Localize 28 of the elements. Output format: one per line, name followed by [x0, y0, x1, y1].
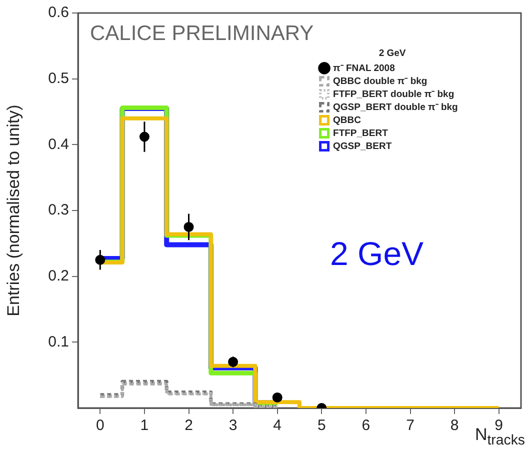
x-tick-label: 2 — [184, 417, 193, 434]
x-tick-label: 8 — [450, 417, 459, 434]
legend-label: π⁻ FNAL 2008 — [333, 62, 395, 74]
y-tick-label: 0.2 — [48, 267, 69, 284]
y-axis-title: Entries (normalised to unity) — [4, 104, 23, 316]
x-tick-label: 0 — [96, 417, 104, 434]
y-tick-label: 0.6 — [48, 4, 69, 22]
legend-title: 2 GeV — [378, 48, 406, 59]
x-tick-label: 4 — [273, 417, 282, 434]
x-tick-label: 7 — [406, 417, 414, 434]
legend-label: QGSP_BERT — [333, 140, 392, 152]
legend-label: QGSP_BERT double π⁻ bkg — [333, 102, 458, 113]
annotation: CALICE PRELIMINARY — [90, 22, 314, 46]
y-tick-label: 0.4 — [48, 136, 69, 153]
legend-label: FTFP_BERT double π⁻ bkg — [333, 88, 454, 100]
annotation: 2 GeV — [330, 235, 424, 273]
x-tick-label: 6 — [362, 417, 370, 434]
legend-label: FTFP_BERT — [333, 128, 388, 139]
y-tick-label: 0.1 — [48, 333, 69, 350]
x-tick-label: 5 — [317, 417, 326, 434]
y-tick-label: 0.3 — [48, 202, 69, 219]
y-tick-label: 0.5 — [48, 70, 69, 87]
point — [272, 392, 282, 402]
legend-label: QBBC double π⁻ bkg — [333, 76, 428, 87]
x-tick-label: 3 — [228, 417, 238, 434]
x-tick-label: 1 — [140, 417, 149, 434]
x-tick-label: 9 — [494, 417, 504, 434]
legend-label: QBBC — [333, 114, 362, 126]
